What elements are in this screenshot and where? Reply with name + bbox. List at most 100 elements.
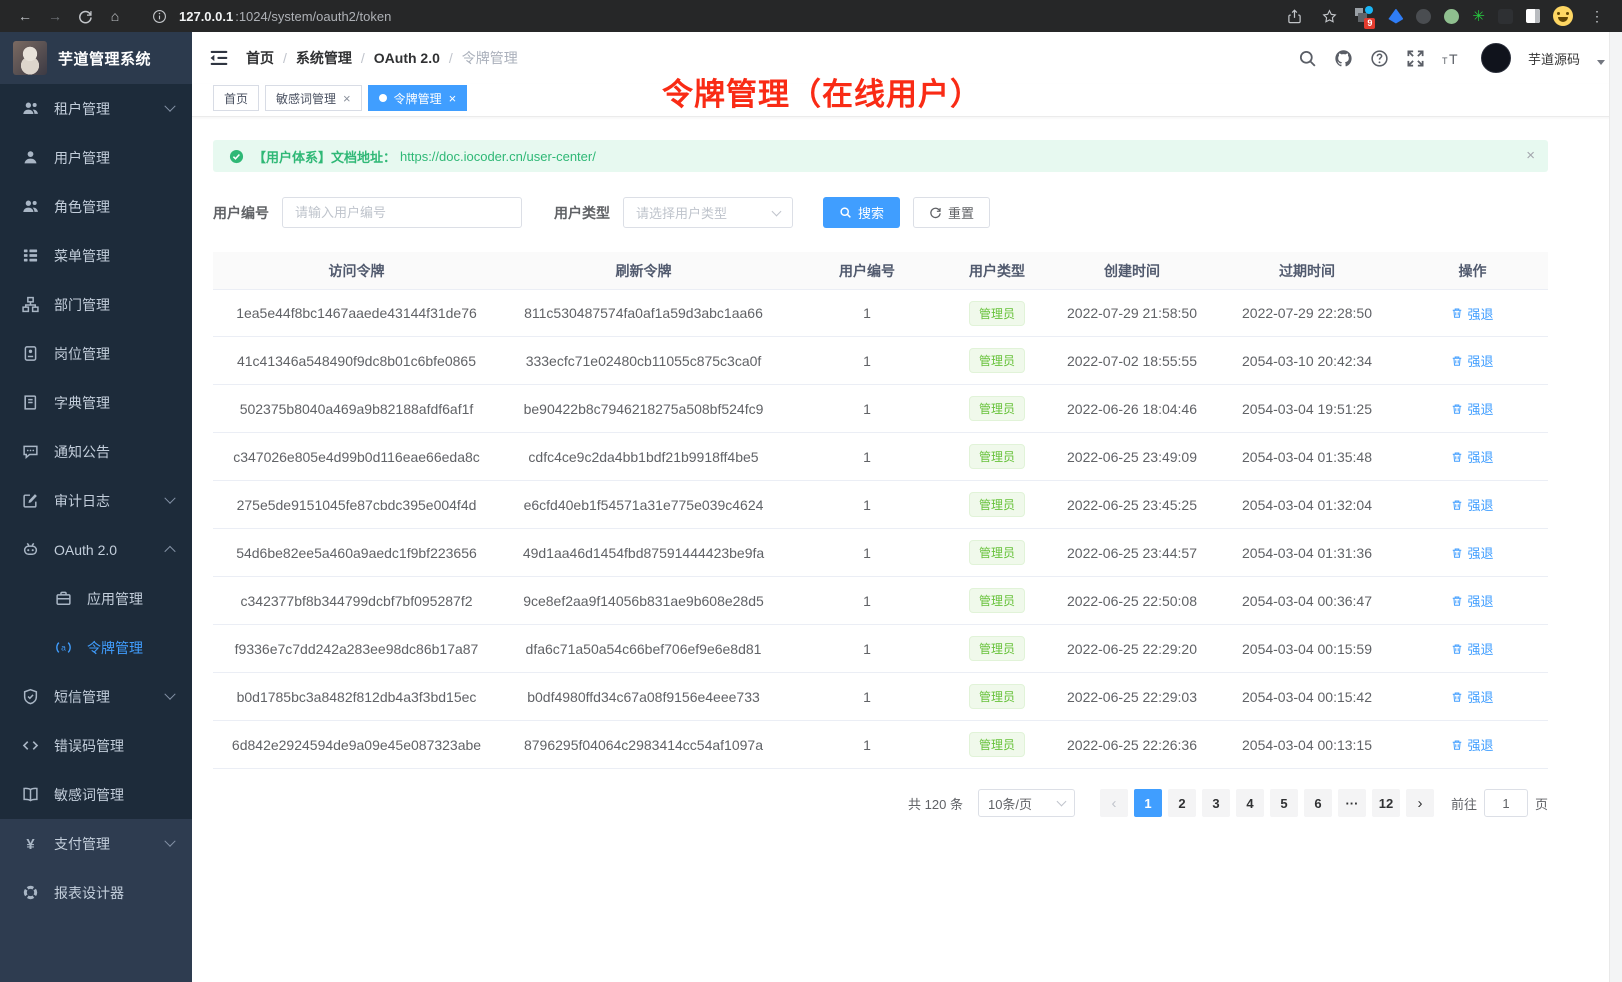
app-briefcase-icon bbox=[55, 590, 72, 607]
sidebar-item[interactable]: 报表设计器 bbox=[0, 868, 192, 917]
page-number-button[interactable]: 1 bbox=[1133, 789, 1162, 817]
browser-reload-icon[interactable] bbox=[74, 5, 96, 27]
breadcrumb-item[interactable]: 系统管理 bbox=[295, 50, 352, 66]
page-number-button[interactable]: 5 bbox=[1269, 789, 1298, 817]
extension-dark-icon[interactable] bbox=[1416, 8, 1432, 24]
sidebar-item[interactable]: ¥ 支付管理 bbox=[0, 819, 192, 868]
sidebar-item[interactable]: 字典管理 bbox=[0, 378, 192, 427]
profile-avatar-emoji[interactable] bbox=[1553, 6, 1573, 26]
tab-close-icon[interactable]: × bbox=[448, 90, 457, 106]
breadcrumb-item[interactable]: OAuth 2.0 bbox=[373, 50, 440, 66]
github-icon[interactable] bbox=[1334, 49, 1353, 68]
force-logout-button[interactable]: 强退 bbox=[1451, 495, 1494, 514]
jump-page-input[interactable] bbox=[1483, 789, 1528, 817]
search-button[interactable]: 搜索 bbox=[823, 197, 901, 228]
caret-down-icon[interactable] bbox=[1597, 59, 1605, 65]
search-icon[interactable] bbox=[1298, 49, 1317, 68]
user-type-badge: 管理员 bbox=[968, 492, 1025, 517]
page-number-button[interactable]: 12 bbox=[1371, 789, 1400, 817]
view-tab[interactable]: 首页 bbox=[213, 85, 260, 111]
cell-expire-time: 2054-03-04 00:15:59 bbox=[1242, 640, 1372, 657]
page-number-button[interactable]: 4 bbox=[1235, 789, 1264, 817]
force-logout-button[interactable]: 强退 bbox=[1451, 447, 1494, 466]
cell-expire-time: 2022-07-29 22:28:50 bbox=[1242, 305, 1372, 321]
fullscreen-icon[interactable] bbox=[1406, 49, 1425, 68]
sidebar-item[interactable]: 应用管理 bbox=[0, 574, 192, 623]
user-id-input[interactable] bbox=[295, 205, 509, 220]
user-type-badge: 管理员 bbox=[968, 396, 1025, 421]
prev-page-button[interactable]: ‹ bbox=[1099, 789, 1128, 817]
sidebar-item[interactable]: 敏感词管理 bbox=[0, 770, 192, 819]
force-logout-button[interactable]: 强退 bbox=[1451, 687, 1494, 706]
reset-button[interactable]: 重置 bbox=[913, 197, 991, 228]
sidebar-item[interactable]: 审计日志 bbox=[0, 476, 192, 525]
user-avatar[interactable] bbox=[1480, 43, 1511, 73]
force-logout-button[interactable]: 强退 bbox=[1451, 351, 1494, 370]
browser-home-icon[interactable]: ⌂ bbox=[110, 8, 120, 24]
page-ellipsis[interactable]: ··· bbox=[1337, 789, 1366, 817]
sidebar-item[interactable]: 用户管理 bbox=[0, 133, 192, 182]
force-logout-button[interactable]: 强退 bbox=[1451, 591, 1494, 610]
tab-close-icon[interactable]: × bbox=[343, 90, 351, 106]
sidebar-item[interactable]: 通知公告 bbox=[0, 427, 192, 476]
sidebar: 芋道管理系统 租户管理 用户管理 角色管理 菜单管理 部门管理岗位管理字典管理 通知公告审… bbox=[0, 32, 192, 982]
force-logout-button[interactable]: 强退 bbox=[1451, 304, 1494, 323]
role-users-icon bbox=[22, 198, 39, 215]
extension-pin-icon[interactable] bbox=[1498, 8, 1513, 24]
cell-user-id: 1 bbox=[863, 352, 871, 369]
cell-refresh-token: e6cfd40eb1f54571a31e775e039c4624 bbox=[523, 496, 764, 513]
next-page-button[interactable]: › bbox=[1405, 789, 1434, 817]
share-icon[interactable] bbox=[1283, 5, 1305, 27]
sidebar-item[interactable]: 部门管理 bbox=[0, 280, 192, 329]
sidebar-item[interactable]: 错误码管理 bbox=[0, 721, 192, 770]
help-icon[interactable] bbox=[1370, 49, 1389, 68]
sidebar-item[interactable]: 岗位管理 bbox=[0, 329, 192, 378]
view-tab[interactable]: 令牌管理 × bbox=[367, 85, 468, 111]
extensions-icon[interactable]: 9 bbox=[1353, 5, 1376, 29]
sidebar-item[interactable]: a 令牌管理 bbox=[0, 623, 192, 672]
alert-close-icon[interactable]: × bbox=[1526, 147, 1535, 164]
url-host: 127.0.0.1 bbox=[179, 8, 234, 24]
app-logo[interactable]: 芋道管理系统 bbox=[0, 32, 192, 84]
sidebar-item[interactable]: 租户管理 bbox=[0, 84, 192, 133]
user-name[interactable]: 芋道源码 bbox=[1527, 51, 1580, 67]
page-number-button[interactable]: 6 bbox=[1303, 789, 1332, 817]
extension-star-icon[interactable]: ✳ bbox=[1472, 7, 1485, 25]
force-logout-button[interactable]: 强退 bbox=[1451, 399, 1494, 418]
extension-green-icon[interactable] bbox=[1444, 8, 1460, 24]
cell-access-token: 1ea5e44f8bc1467aaede43144f31de76 bbox=[236, 305, 477, 321]
extension-drop-icon[interactable] bbox=[1388, 8, 1404, 24]
sidebar-item[interactable]: OAuth 2.0 bbox=[0, 525, 192, 574]
browser-back-icon[interactable]: ← bbox=[18, 8, 32, 24]
page-number-button[interactable]: 3 bbox=[1201, 789, 1230, 817]
breadcrumb-item[interactable]: 首页 bbox=[246, 50, 274, 66]
browser-menu-icon[interactable]: ⋮ bbox=[1590, 7, 1604, 24]
force-logout-button[interactable]: 强退 bbox=[1451, 639, 1494, 658]
browser-forward-icon[interactable]: → bbox=[48, 8, 62, 24]
force-logout-button[interactable]: 强退 bbox=[1451, 543, 1494, 562]
tenant-users-icon bbox=[22, 100, 39, 117]
sidebar-item[interactable]: 菜单管理 bbox=[0, 231, 192, 280]
page-scrollbar[interactable] bbox=[1609, 32, 1622, 982]
doc-link[interactable]: https://doc.iocoder.cn/user-center/ bbox=[400, 148, 596, 164]
token-signal-icon: a bbox=[55, 639, 72, 656]
sidebar-item[interactable]: 短信管理 bbox=[0, 672, 192, 721]
trash-icon bbox=[1451, 403, 1463, 415]
cell-user-id: 1 bbox=[863, 448, 871, 465]
page-size-select[interactable]: 10条/页 bbox=[977, 789, 1075, 817]
active-tab-dot bbox=[378, 94, 387, 102]
user-type-select[interactable]: 请选择用户类型 bbox=[623, 197, 793, 228]
force-logout-label: 强退 bbox=[1467, 306, 1494, 322]
view-tab[interactable]: 敏感词管理 × bbox=[265, 85, 362, 111]
force-logout-button[interactable]: 强退 bbox=[1451, 735, 1494, 754]
sidepanel-icon[interactable] bbox=[1526, 9, 1540, 23]
address-bar[interactable]: 127.0.0.1:1024/system/oauth2/token bbox=[148, 5, 1283, 27]
bookmark-star-icon[interactable] bbox=[1318, 5, 1340, 27]
cell-user-id: 1 bbox=[863, 544, 871, 561]
page-info-icon[interactable] bbox=[148, 5, 170, 27]
sidebar-item[interactable]: 角色管理 bbox=[0, 182, 192, 231]
page-number-button[interactable]: 2 bbox=[1167, 789, 1196, 817]
sidebar-fold-icon[interactable] bbox=[209, 49, 229, 67]
sidebar-item-label: 岗位管理 bbox=[54, 345, 110, 362]
